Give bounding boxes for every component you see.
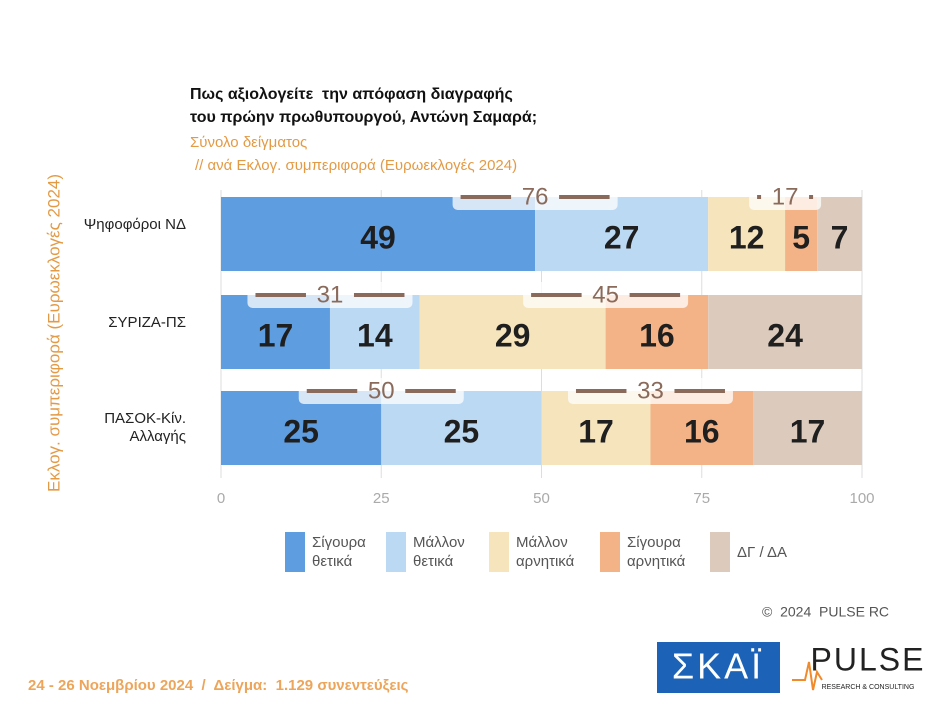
pulse-logo-wave [792, 661, 823, 691]
bar-segment [817, 197, 862, 271]
x-tick-label: 100 [849, 490, 874, 507]
copyright: © 2024 PULSE RC [762, 604, 889, 620]
total-box [523, 282, 689, 308]
chart-title: του πρώην πρωθυπουργού, Αντώνη Σαμαρά; [190, 109, 537, 126]
value-label: 25 [444, 413, 480, 449]
y-tick-label: ΠΑΣΟΚ-Κίν. Αλλαγής [104, 410, 186, 445]
legend-label: Σίγουρα αρνητικά [627, 534, 686, 570]
legend-label: Μάλλον αρνητικά [516, 534, 575, 570]
total-box [247, 282, 413, 308]
bar-segment [708, 295, 862, 369]
y-axis-label: Εκλογ. συμπεριφορά (Ευρωεκλογές 2024) [44, 174, 63, 492]
total-box [749, 184, 822, 210]
total-label: 50 [368, 377, 395, 404]
value-label: 16 [684, 413, 720, 449]
legend-label: Σίγουρα θετικά [312, 534, 366, 570]
value-label: 17 [258, 317, 294, 353]
value-label: 17 [578, 413, 614, 449]
legend-swatch [386, 532, 406, 572]
total-label: 31 [317, 281, 344, 308]
subtitle: // ανά Εκλογ. συμπεριφορά (Ευρωεκλογές 2… [195, 157, 517, 174]
value-label: 12 [729, 219, 765, 255]
value-label: 24 [767, 317, 803, 353]
pulse-logo: PULSE [811, 641, 926, 677]
value-label: 25 [283, 413, 319, 449]
chart-title: Πως αξιολογείτε την απόφαση διαγραφής [190, 86, 513, 103]
legend-swatch [710, 532, 730, 572]
legend-label: Μάλλον θετικά [413, 534, 465, 570]
total-label: 17 [772, 183, 799, 210]
value-label: 5 [792, 219, 810, 255]
footer: 24 - 26 Νοεμβρίου 2024 / Δείγμα: 1.129 σ… [28, 677, 409, 694]
x-tick-label: 75 [693, 490, 710, 507]
skai-logo: ΣΚΑΪ [672, 646, 764, 687]
x-tick-label: 50 [533, 490, 550, 507]
legend-swatch [285, 532, 305, 572]
total-box [298, 378, 464, 404]
value-label: 29 [495, 317, 531, 353]
x-tick-label: 0 [217, 490, 225, 507]
legend-swatch [600, 532, 620, 572]
value-label: 49 [360, 219, 396, 255]
y-tick-label: Ψηφοφόροι ΝΔ [83, 216, 186, 233]
value-label: 7 [831, 219, 849, 255]
skai-logo-box [657, 642, 780, 693]
value-label: 16 [639, 317, 675, 353]
total-label: 45 [592, 281, 619, 308]
value-label: 14 [357, 317, 393, 353]
x-tick-label: 25 [373, 490, 390, 507]
legend-label: ΔΓ / ΔΑ [737, 544, 787, 561]
total-box [452, 184, 618, 210]
y-tick-label: ΣΥΡΙΖΑ-ΠΣ [108, 314, 186, 331]
pulse-tagline: RESEARCH & CONSULTING [822, 684, 915, 691]
bar-segment [753, 391, 862, 465]
total-label: 76 [522, 183, 549, 210]
value-label: 27 [604, 219, 640, 255]
legend-swatch [489, 532, 509, 572]
value-label: 17 [790, 413, 826, 449]
total-box [567, 378, 733, 404]
total-label: 33 [637, 377, 664, 404]
subtitle: Σύνολο δείγματος [190, 134, 307, 151]
